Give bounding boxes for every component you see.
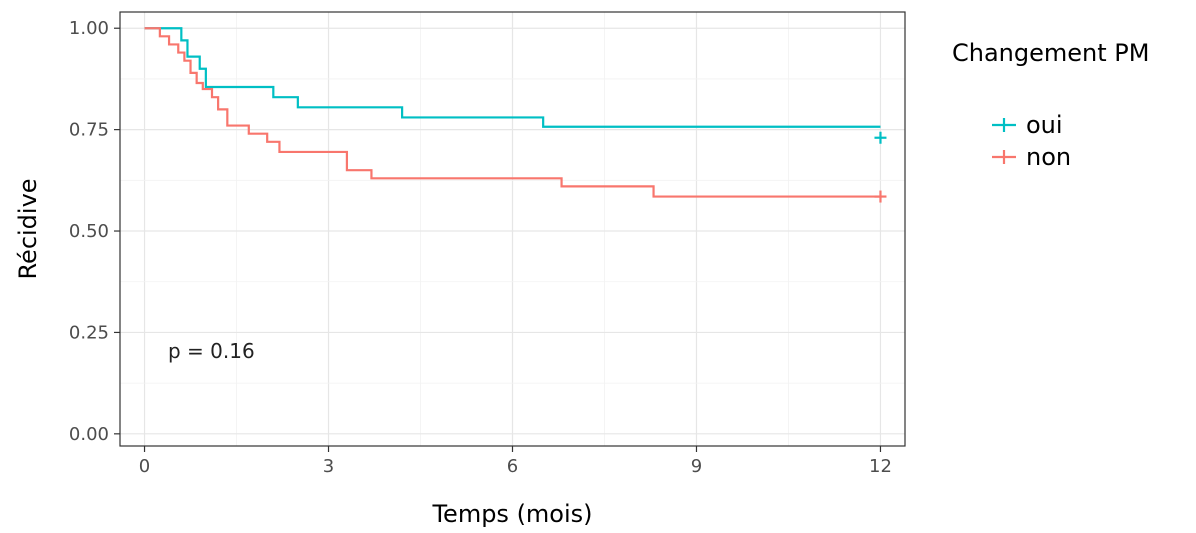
censor-mark-oui xyxy=(874,131,887,144)
legend: Changement PM oui non xyxy=(952,39,1149,171)
series-line-oui xyxy=(144,27,881,128)
x-tick-label: 3 xyxy=(323,456,334,477)
y-tick-label: 1.00 xyxy=(69,18,109,39)
legend-item-oui: oui xyxy=(992,111,1063,139)
y-tick-label: 0.25 xyxy=(69,322,109,343)
y-tick-label: 0.50 xyxy=(69,221,109,242)
x-axis-title: Temps (mois) xyxy=(431,500,592,528)
y-axis-title: Récidive xyxy=(14,178,42,279)
p-value-annotation: p = 0.16 xyxy=(168,339,255,363)
legend-label-non: non xyxy=(1026,143,1071,171)
legend-title: Changement PM xyxy=(952,39,1149,67)
series-line-non xyxy=(144,27,881,198)
legend-item-non: non xyxy=(992,143,1071,171)
y-tick-label: 0.75 xyxy=(69,120,109,141)
grid xyxy=(120,12,905,446)
y-tick-label: 0.00 xyxy=(69,424,109,445)
x-tick-label: 12 xyxy=(869,456,892,477)
x-tick-label: 9 xyxy=(691,456,702,477)
censor-mark-non xyxy=(874,190,887,203)
axis-ticks: 0 3 6 9 12 0.00 0.25 0.50 0.75 1.00 xyxy=(69,18,892,477)
series-lines xyxy=(144,27,887,203)
x-tick-label: 6 xyxy=(507,456,518,477)
legend-label-oui: oui xyxy=(1026,111,1063,139)
x-tick-label: 0 xyxy=(139,456,150,477)
